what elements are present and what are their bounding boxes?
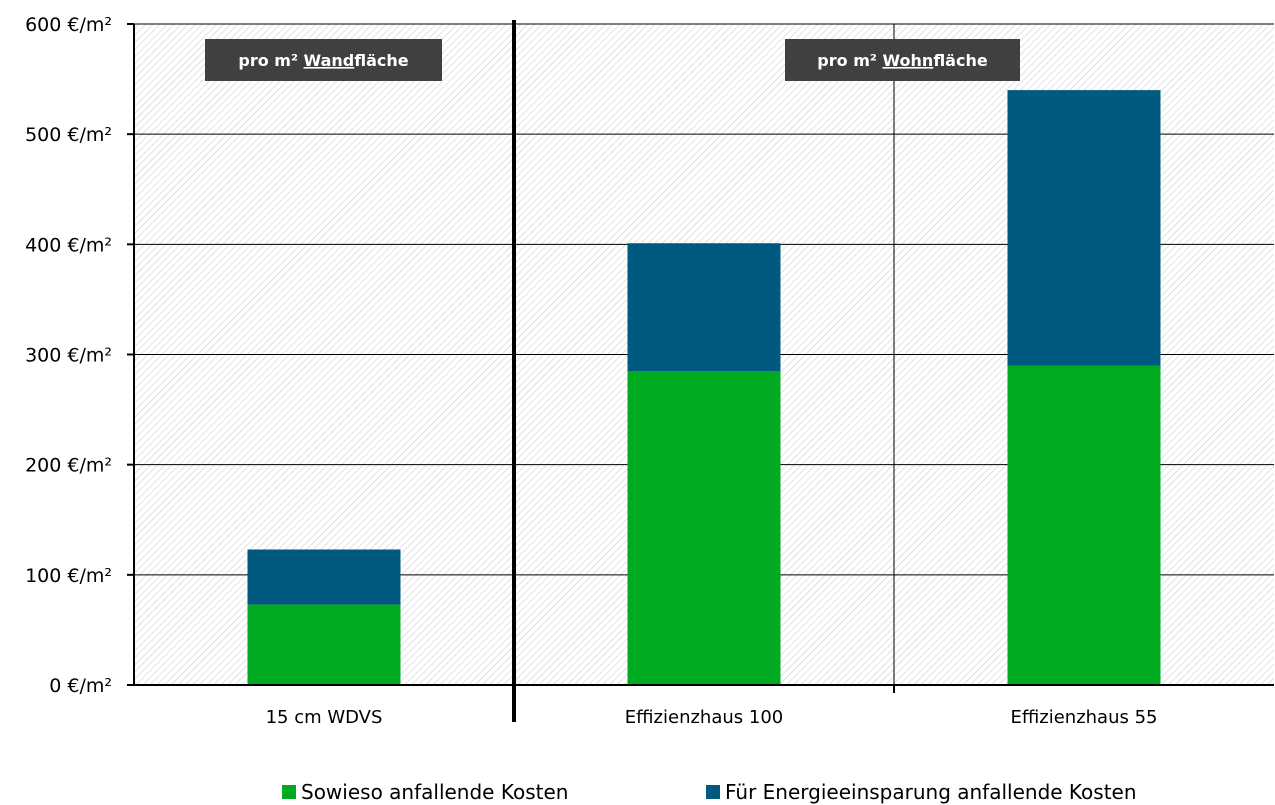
bar-sowieso-1 [627, 371, 781, 685]
y-tick-label-6: 600 €/m² [25, 14, 112, 36]
x-tick-labels: 15 cm WDVS Effizienzhaus 100 Effizienzhaus… [266, 707, 1158, 728]
bar-energie-1 [627, 243, 781, 372]
legend-label-energie: Für Energieeinsparung anfallende Kosten [725, 780, 1137, 804]
y-tick-label-1: 100 €/m² [25, 565, 112, 587]
y-tick-label-3: 300 €/m² [25, 345, 112, 367]
y-tick-label-4: 400 €/m² [25, 234, 112, 256]
annotation-prefix-1: pro m² [817, 51, 882, 70]
x-tick-label-1: Effizienzhaus 100 [625, 707, 783, 728]
legend: Sowieso anfallende Kosten Für Energieein… [0, 780, 1275, 805]
annotation-suffix-0: fläche [354, 51, 409, 70]
stacked-bar-chart: 0 €/m² 100 €/m² 200 €/m² 300 €/m² 400 €/m² 50… [25, 14, 1274, 728]
annotation-text-0: pro m² Wandfläche [238, 51, 408, 70]
x-tick-label-2: Effizienzhaus 55 [1010, 707, 1157, 728]
annotation-text-1: pro m² Wohnfläche [817, 51, 988, 70]
legend-item-energie: Für Energieeinsparung anfallende Kosten [706, 780, 1137, 804]
bar-sowieso-0 [247, 604, 401, 685]
annotation-prefix-0: pro m² [238, 51, 303, 70]
y-tick-labels: 0 €/m² 100 €/m² 200 €/m² 300 €/m² 400 €/m² 50… [25, 14, 112, 697]
annotation-box-0 [205, 39, 442, 81]
annotation-underlined-0: Wand [304, 51, 355, 70]
annotation-suffix-1: fläche [933, 51, 988, 70]
bars [247, 90, 1161, 685]
bar-energie-2 [1007, 90, 1161, 366]
legend-label-sowieso: Sowieso anfallende Kosten [301, 780, 569, 804]
y-tick-label-2: 200 €/m² [25, 455, 112, 477]
legend-item-sowieso: Sowieso anfallende Kosten [282, 780, 568, 804]
bar-energie-0 [247, 549, 401, 605]
annotation-underlined-1: Wohn [882, 51, 933, 70]
y-tick-label-0: 0 €/m² [49, 675, 112, 697]
y-tick-label-5: 500 €/m² [25, 124, 112, 146]
axes [127, 20, 1274, 722]
annotations: pro m² Wandfläche pro m² Wohnfläche [205, 39, 1020, 81]
legend-swatch-green [282, 785, 296, 799]
annotation-box-1 [785, 39, 1020, 81]
bar-sowieso-2 [1007, 365, 1161, 685]
x-tick-label-0: 15 cm WDVS [266, 707, 383, 728]
legend-swatch-blue [706, 785, 720, 799]
